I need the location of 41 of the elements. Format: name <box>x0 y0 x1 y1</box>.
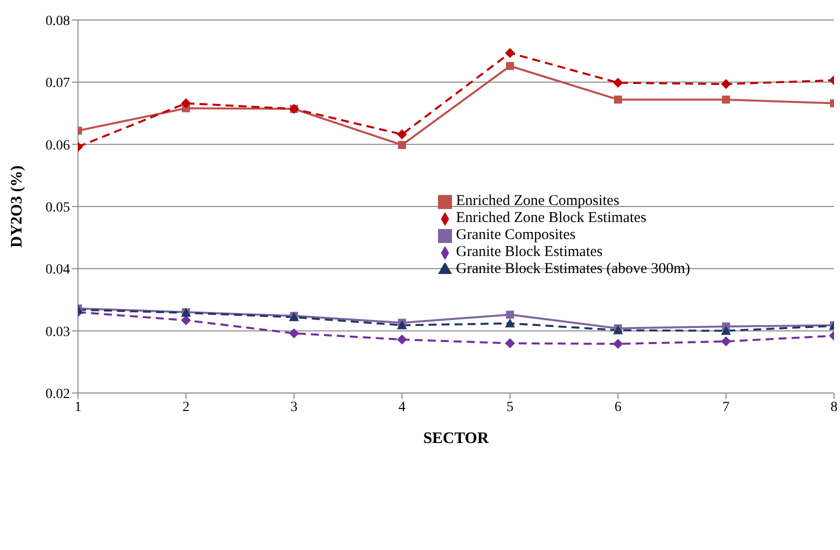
point <box>181 98 191 108</box>
point <box>721 336 731 346</box>
legend-label: Enriched Zone Block Estimates <box>456 210 646 226</box>
x-tick-label: 8 <box>830 400 838 415</box>
y-tick-label: 0.04 <box>46 262 70 278</box>
x-tick-label: 6 <box>614 400 622 415</box>
point <box>614 96 622 104</box>
point <box>506 62 514 70</box>
y-tick-label: 0.03 <box>46 324 70 340</box>
legend-label: Granite Block Estimates (above 300m) <box>456 261 690 277</box>
point <box>505 48 515 58</box>
legend-label: Granite Block Estimates <box>456 244 603 260</box>
point <box>506 310 514 319</box>
y-tick-label: 0.06 <box>46 138 70 154</box>
point <box>505 338 515 348</box>
y-tick-label: 0.02 <box>46 386 70 402</box>
legend-label: Granite Composites <box>456 227 576 243</box>
point <box>397 334 407 345</box>
x-tick-label: 2 <box>182 400 190 415</box>
point <box>181 315 191 326</box>
point <box>613 338 623 349</box>
x-tick-label: 7 <box>722 400 730 415</box>
point <box>505 318 515 328</box>
point <box>722 96 730 104</box>
x-axis-title: SECTOR <box>423 430 490 447</box>
point <box>721 79 731 90</box>
x-tick-label: 3 <box>290 400 298 415</box>
x-tick-label: 5 <box>506 400 514 415</box>
y-tick-label: 0.07 <box>46 76 70 92</box>
point <box>721 326 731 335</box>
point <box>397 320 407 330</box>
y-axis-title: DY2O3 (%) <box>8 165 26 248</box>
point <box>613 78 623 88</box>
point <box>289 328 299 338</box>
y-tick-label: 0.08 <box>46 14 70 29</box>
point <box>398 140 406 149</box>
x-tick-label: 4 <box>398 400 406 415</box>
point <box>397 129 407 140</box>
y-tick-label: 0.05 <box>46 200 70 216</box>
legend-label: Enriched Zone Composites <box>456 193 620 209</box>
x-tick-label: 1 <box>74 400 82 415</box>
